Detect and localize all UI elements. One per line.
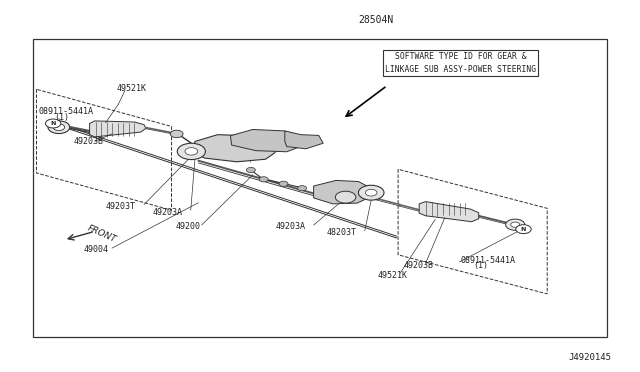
Polygon shape — [314, 180, 370, 204]
Circle shape — [279, 181, 288, 186]
Circle shape — [358, 185, 384, 200]
Text: 48203T: 48203T — [326, 228, 356, 237]
Polygon shape — [419, 202, 479, 222]
Circle shape — [516, 225, 531, 234]
Circle shape — [185, 148, 198, 155]
Text: N: N — [51, 121, 56, 126]
Text: 49200: 49200 — [176, 222, 201, 231]
Text: 08911-5441A: 08911-5441A — [38, 107, 93, 116]
Circle shape — [335, 191, 356, 203]
Circle shape — [53, 124, 65, 131]
Text: 49203T: 49203T — [106, 202, 136, 211]
Text: 49203A: 49203A — [275, 222, 305, 231]
Text: (1): (1) — [474, 262, 488, 270]
Text: 49521K: 49521K — [378, 271, 408, 280]
Text: 49004: 49004 — [83, 245, 108, 254]
Text: J4920145: J4920145 — [568, 353, 611, 362]
Text: 08911-5441A: 08911-5441A — [461, 256, 516, 265]
Circle shape — [506, 219, 525, 230]
Text: 28504N: 28504N — [358, 16, 394, 25]
Polygon shape — [230, 129, 301, 152]
Circle shape — [48, 121, 70, 134]
Circle shape — [365, 189, 377, 196]
Circle shape — [298, 186, 307, 191]
Text: 49203A: 49203A — [152, 208, 182, 217]
Circle shape — [259, 177, 268, 182]
Polygon shape — [90, 121, 146, 137]
Circle shape — [177, 143, 205, 160]
Polygon shape — [285, 131, 323, 149]
Circle shape — [45, 119, 61, 128]
Text: (1): (1) — [54, 113, 69, 122]
Text: FRONT: FRONT — [86, 224, 118, 245]
Circle shape — [246, 167, 255, 173]
Polygon shape — [191, 135, 275, 162]
Text: 49203B: 49203B — [74, 137, 104, 146]
Text: SOFTWARE TYPE ID FOR GEAR &
LINKAGE SUB ASSY-POWER STEERING: SOFTWARE TYPE ID FOR GEAR & LINKAGE SUB … — [385, 52, 536, 74]
Circle shape — [511, 222, 520, 227]
Text: 49521K: 49521K — [116, 84, 147, 93]
Text: 49203B: 49203B — [403, 262, 433, 270]
Circle shape — [170, 130, 183, 138]
Text: N: N — [521, 227, 526, 232]
